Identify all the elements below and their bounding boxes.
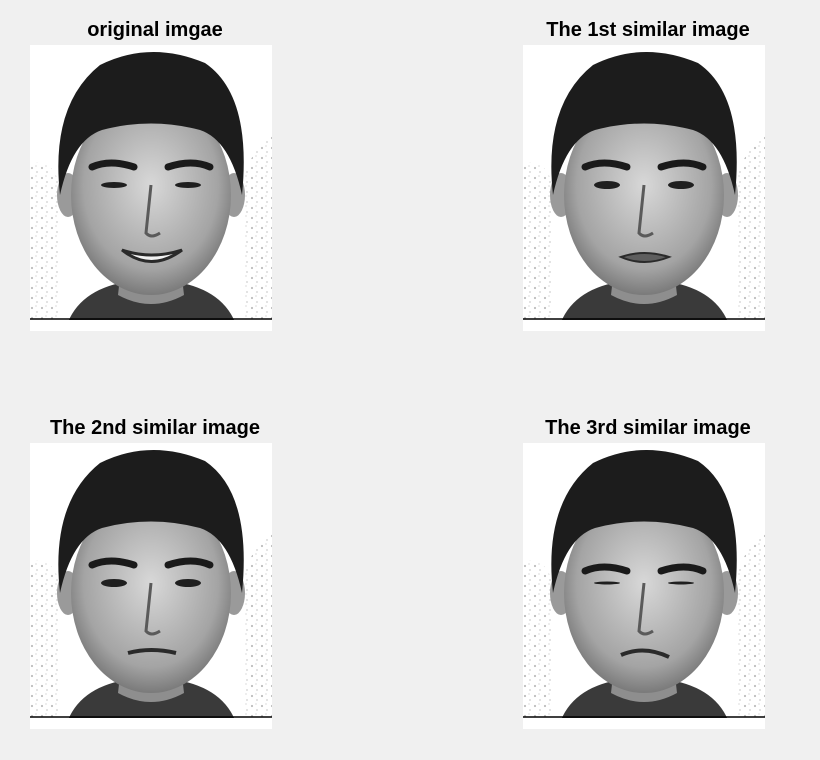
hair bbox=[551, 51, 737, 195]
face-illustration bbox=[523, 443, 765, 729]
mouth bbox=[121, 248, 183, 263]
wall-texture bbox=[523, 533, 765, 729]
subplot-title: The 1st similar image bbox=[546, 19, 750, 41]
subplot-title: original imgae bbox=[87, 19, 223, 41]
face-illustration bbox=[30, 45, 272, 331]
face-illustration bbox=[523, 45, 765, 331]
mouth bbox=[620, 648, 670, 659]
face-photo-similar-3 bbox=[523, 443, 765, 729]
hair bbox=[551, 449, 737, 593]
subplot-title: The 3rd similar image bbox=[545, 417, 751, 439]
hair bbox=[58, 449, 244, 593]
wall-texture bbox=[523, 135, 765, 331]
mouth bbox=[127, 648, 177, 655]
face-illustration bbox=[30, 443, 272, 729]
hair bbox=[58, 51, 244, 195]
face-photo-original bbox=[30, 45, 272, 331]
face-photo-similar-2 bbox=[30, 443, 272, 729]
wall-texture bbox=[30, 135, 272, 331]
mouth bbox=[618, 252, 672, 263]
face-photo-similar-1 bbox=[523, 45, 765, 331]
wall-texture bbox=[30, 533, 272, 729]
subplot-title: The 2nd similar image bbox=[49, 417, 261, 439]
